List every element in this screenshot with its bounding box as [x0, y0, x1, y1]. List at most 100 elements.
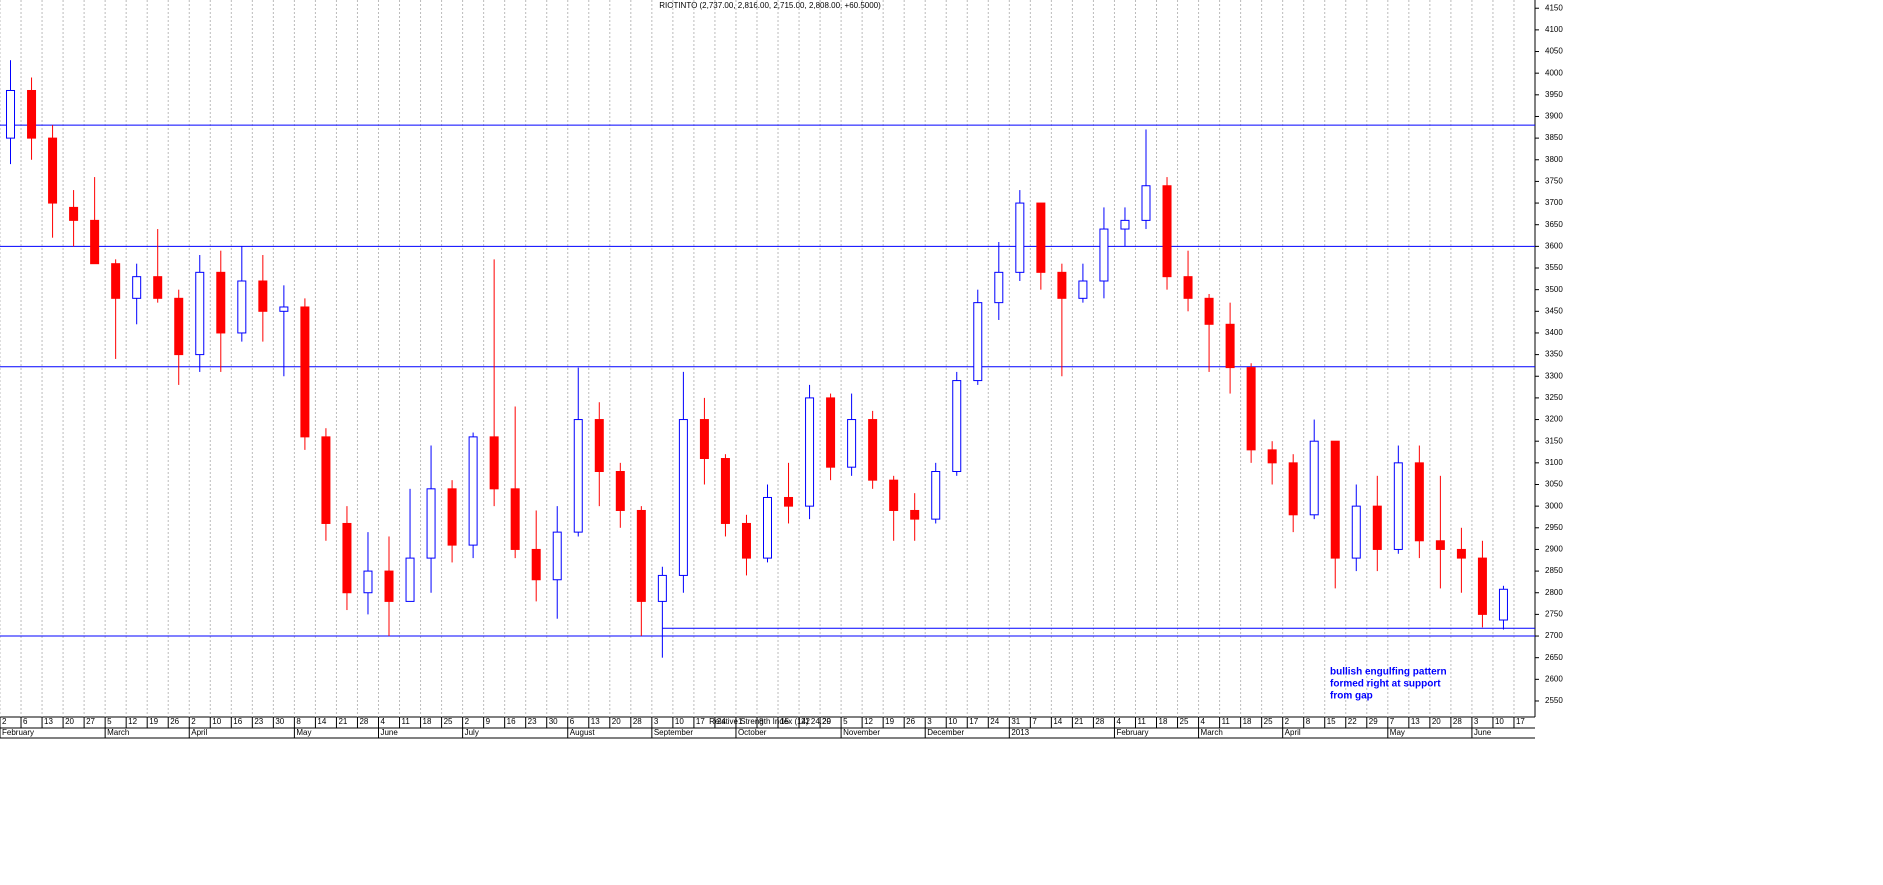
- month-label: October: [738, 728, 767, 737]
- candle-body: [258, 280, 268, 312]
- candle-body: [573, 419, 583, 533]
- x-tick-label: 13: [591, 717, 600, 726]
- month-label: June: [1474, 728, 1492, 737]
- candle-body: [447, 488, 457, 546]
- candle-body: [321, 436, 331, 524]
- x-tick-label: 4: [1201, 717, 1206, 726]
- x-tick-label: 12: [864, 717, 873, 726]
- month-label: June: [380, 728, 398, 737]
- month-label: August: [570, 728, 596, 737]
- x-tick-label: 18: [1243, 717, 1252, 726]
- x-tick-label: 11: [1137, 717, 1146, 726]
- x-tick-label: 26: [170, 717, 179, 726]
- x-tick-label: 2: [2, 717, 7, 726]
- x-tick-label: 10: [1495, 717, 1504, 726]
- x-tick-label: 21: [1074, 717, 1083, 726]
- candle-body: [1204, 297, 1214, 325]
- candle-body: [489, 436, 499, 490]
- x-tick-label: 2: [191, 717, 196, 726]
- y-tick-label: 2650: [1545, 653, 1563, 662]
- candle-body: [615, 471, 625, 511]
- candle-body: [805, 397, 815, 507]
- month-label: April: [1285, 728, 1301, 737]
- candle-body: [363, 570, 373, 594]
- x-tick-label: 2: [465, 717, 470, 726]
- x-tick-label: 9: [486, 717, 491, 726]
- annotation: formed right at support: [1330, 679, 1441, 690]
- candle-body: [1498, 588, 1508, 621]
- x-tick-label: 10: [212, 717, 221, 726]
- month-label: 2013: [1011, 728, 1029, 737]
- y-tick-label: 3350: [1545, 350, 1563, 359]
- annotation: bullish engulfing pattern: [1330, 667, 1447, 678]
- y-tick-label: 3850: [1545, 133, 1563, 142]
- candle-body: [699, 419, 709, 460]
- candle-body: [342, 522, 352, 594]
- candle-body: [279, 306, 289, 312]
- candle-body: [1456, 548, 1466, 559]
- candle-body: [678, 419, 688, 576]
- candle-body: [1288, 462, 1298, 516]
- x-tick-label: 12: [128, 717, 137, 726]
- x-tick-label: 27: [86, 717, 95, 726]
- x-tick-label: 17: [696, 717, 705, 726]
- month-label: March: [1201, 728, 1223, 737]
- x-tick-label: 15: [780, 717, 789, 726]
- x-tick-label: 17: [969, 717, 978, 726]
- candle-body: [741, 522, 751, 559]
- candle-body: [1183, 276, 1193, 299]
- candle-body: [1246, 367, 1256, 451]
- candle-body: [1120, 219, 1130, 230]
- candle-body: [931, 471, 941, 520]
- candle-body: [468, 436, 478, 546]
- y-tick-label: 2900: [1545, 545, 1563, 554]
- y-tick-label: 2550: [1545, 696, 1563, 705]
- candle-body: [90, 219, 100, 265]
- candle-body: [1309, 440, 1319, 516]
- y-tick-label: 3250: [1545, 393, 1563, 402]
- x-tick-label: 31: [1011, 717, 1020, 726]
- y-tick-label: 2850: [1545, 566, 1563, 575]
- candle-body: [636, 509, 646, 602]
- y-tick-label: 3150: [1545, 436, 1563, 445]
- candle-body: [300, 306, 310, 438]
- y-tick-label: 2950: [1545, 523, 1563, 532]
- candle-body: [1414, 462, 1424, 542]
- chart-title: RIOTINTO (2,737.00, 2,816.00, 2,715.00, …: [659, 1, 881, 10]
- x-tick-label: 29: [822, 717, 831, 726]
- y-tick-label: 3300: [1545, 371, 1563, 380]
- month-label: November: [843, 728, 880, 737]
- candle-body: [1267, 449, 1277, 464]
- x-tick-label: 13: [1411, 717, 1420, 726]
- candle-body: [27, 89, 37, 139]
- y-tick-label: 3700: [1545, 198, 1563, 207]
- y-tick-label: 2750: [1545, 609, 1563, 618]
- x-tick-label: 3: [927, 717, 932, 726]
- candle-body: [763, 496, 772, 559]
- candle-body: [174, 297, 184, 356]
- candle-body: [1330, 440, 1340, 559]
- x-tick-label: 28: [633, 717, 642, 726]
- x-tick-label: 20: [1432, 717, 1441, 726]
- y-tick-label: 3500: [1545, 285, 1563, 294]
- candle-body: [195, 271, 205, 356]
- candle-body: [973, 302, 983, 382]
- x-tick-label: 18: [1159, 717, 1168, 726]
- x-tick-label: 3: [654, 717, 659, 726]
- x-tick-label: 16: [233, 717, 242, 726]
- candle-body: [784, 496, 794, 507]
- y-tick-label: 3800: [1545, 155, 1563, 164]
- candle-body: [826, 397, 836, 468]
- candle-body: [1099, 228, 1109, 282]
- candle-body: [847, 419, 857, 468]
- x-tick-label: 6: [570, 717, 575, 726]
- x-tick-label: 7: [1032, 717, 1037, 726]
- x-tick-label: 8: [296, 717, 301, 726]
- x-tick-label: 10: [948, 717, 957, 726]
- x-tick-label: 28: [1453, 717, 1462, 726]
- month-label: September: [654, 728, 693, 737]
- candle-body: [1015, 202, 1025, 273]
- x-tick-label: 8: [759, 717, 764, 726]
- candle-body: [48, 137, 58, 204]
